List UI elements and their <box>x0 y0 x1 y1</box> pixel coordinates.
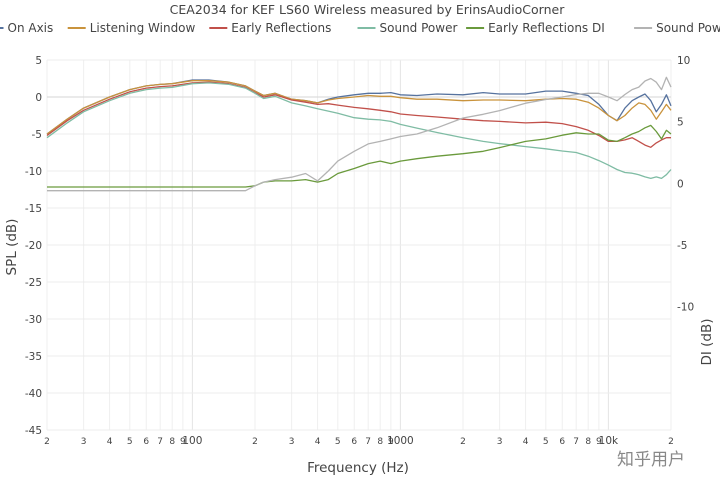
legend-item-sound-power[interactable]: Sound Power <box>357 21 458 35</box>
y2-tick-label: 5 <box>677 117 684 129</box>
x-tick-label: 7 <box>365 437 371 447</box>
legend-item-listening-window[interactable]: Listening Window <box>67 21 196 35</box>
x-tick-label: 3 <box>289 437 295 447</box>
legend-label: Sound Power <box>380 21 458 35</box>
legend-label: Listening Window <box>90 21 196 35</box>
y2-tick-label: -10 <box>677 302 694 314</box>
x-tick-label: 2 <box>44 437 50 447</box>
x-tick-label: 5 <box>127 437 133 447</box>
y-tick-label: -35 <box>25 351 42 363</box>
series-line-on-axis <box>46 79 672 135</box>
x-tick-label: 9 <box>180 437 186 447</box>
x-tick-label: 2 <box>252 437 258 447</box>
series-line-sound-power <box>46 82 672 180</box>
legend-item-sound-power-di[interactable]: Sound Power DI <box>634 21 720 35</box>
series-line-sound-power-di <box>47 76 672 192</box>
y-axis-title: SPL (dB) <box>4 219 20 276</box>
y-tick-label: 5 <box>35 55 42 67</box>
x-tick-label: 8 <box>377 437 383 447</box>
x-tick-label: 6 <box>351 437 357 447</box>
x-tick-label: 1000 <box>387 435 414 447</box>
y-tick-label: 0 <box>35 92 42 104</box>
legend-item-early-reflections-di[interactable]: Early Reflections DI <box>466 21 605 35</box>
x-tick-label: 2 <box>668 437 674 447</box>
x-tick-label: 3 <box>497 437 503 447</box>
y2-axis-title: DI (dB) <box>699 318 715 365</box>
y2-tick-label: 10 <box>677 55 690 67</box>
y-tick-label: -30 <box>25 314 42 326</box>
x-tick-label: 5 <box>335 437 341 447</box>
x-axis-title: Frequency (Hz) <box>307 460 409 476</box>
x-tick-label: 4 <box>107 437 113 447</box>
x-tick-label: 9 <box>388 437 394 447</box>
x-tick-label: 2 <box>460 437 466 447</box>
chart-title: CEA2034 for KEF LS60 Wireless measured b… <box>170 2 566 17</box>
y-tick-label: -40 <box>25 388 42 400</box>
series-line-early-reflections-di <box>47 124 672 188</box>
x-tick-label: 5 <box>543 437 549 447</box>
y-tick-label: -15 <box>25 203 42 215</box>
x-tick-label: 4 <box>315 437 321 447</box>
y-tick-label: -25 <box>25 277 42 289</box>
x-tick-label: 9 <box>596 437 602 447</box>
y-tick-label: -45 <box>25 425 42 437</box>
y-tick-label: -10 <box>25 166 42 178</box>
series-lines <box>46 76 672 192</box>
legend-label: Sound Power DI <box>656 21 720 35</box>
series-line-listening-window <box>46 80 672 135</box>
y2-tick-label: -5 <box>677 240 687 252</box>
watermark: 知乎用户 <box>617 450 685 470</box>
legend-label: Early Reflections <box>231 21 331 35</box>
x-tick-label: 10k <box>599 435 619 447</box>
x-tick-label: 100 <box>182 435 202 447</box>
x-tick-label: 6 <box>143 437 149 447</box>
grid <box>46 59 672 431</box>
series-line-early-reflections <box>46 81 671 148</box>
x-tick-label: 4 <box>523 437 529 447</box>
legend-label: Early Reflections DI <box>488 21 605 35</box>
legend-item-on-axis[interactable]: On Axis <box>0 21 53 35</box>
legend-label: On Axis <box>8 21 54 35</box>
legend-item-early-reflections[interactable]: Early Reflections <box>209 21 331 35</box>
x-tick-label: 6 <box>559 437 565 447</box>
x-tick-label: 8 <box>585 437 591 447</box>
x-tick-label: 8 <box>169 437 175 447</box>
x-tick-label: 3 <box>81 437 87 447</box>
y-tick-label: -5 <box>32 129 42 141</box>
x-tick-label: 7 <box>157 437 163 447</box>
y2-tick-label: 0 <box>677 178 684 190</box>
y-tick-label: -20 <box>25 240 42 252</box>
legend[interactable]: On Axis Listening Window Early Reflections… <box>0 21 720 35</box>
x-tick-label: 7 <box>573 437 579 447</box>
